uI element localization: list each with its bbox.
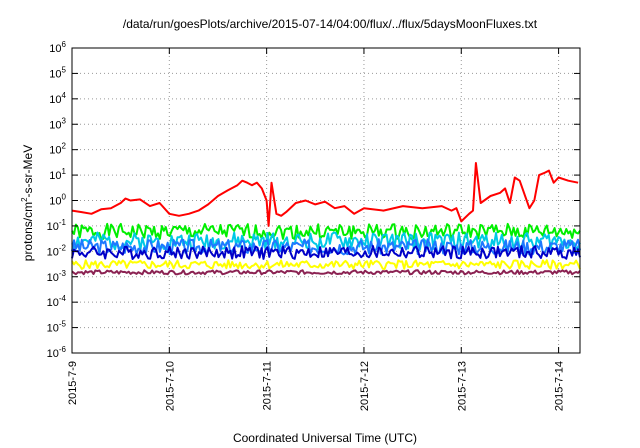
x-tick-label: 2015-7-14 (554, 361, 566, 411)
chart-title: /data/run/goesPlots/archive/2015-07-14/0… (123, 17, 538, 31)
x-tick-label: 2015-7-10 (164, 361, 176, 411)
x-tick-label: 2015-7-11 (262, 361, 274, 410)
series-line (71, 259, 581, 271)
y-tick-label: 10-5 (47, 320, 67, 335)
series-line (71, 231, 581, 251)
y-tick-label: 10-1 (47, 218, 67, 233)
series-line (71, 269, 581, 276)
series-layer (71, 162, 581, 276)
y-tick-label: 103 (49, 116, 66, 131)
series-line (71, 245, 581, 260)
x-tick-label: 2015-7-12 (359, 361, 371, 411)
series-line (71, 162, 579, 227)
y-tick-label: 102 (49, 142, 66, 157)
grid-lines (72, 48, 580, 353)
y-tick-label: 105 (49, 65, 66, 80)
x-tick-label: 2015-7-9 (67, 361, 79, 405)
y-tick-label: 100 (49, 193, 66, 208)
x-axis-title: Coordinated Universal Time (UTC) (233, 431, 417, 445)
x-tick-label: 2015-7-13 (456, 361, 468, 411)
y-tick-label: 10-2 (47, 243, 67, 258)
series-line (71, 222, 581, 241)
axis-ticks: 10-6 10-5 10-4 10-3 10-2 10-1 100 101 102 103 104 1… (47, 40, 580, 411)
y-tick-label: 101 (49, 167, 66, 182)
y-axis-title: protons/cm2-s-sr-MeV (20, 145, 35, 261)
y-tick-label: 10-3 (47, 269, 67, 284)
y-tick-label: 10-4 (47, 294, 67, 309)
y-tick-label: 104 (49, 91, 66, 106)
y-tick-label: 10-6 (47, 345, 67, 360)
y-tick-label: 106 (49, 40, 66, 55)
